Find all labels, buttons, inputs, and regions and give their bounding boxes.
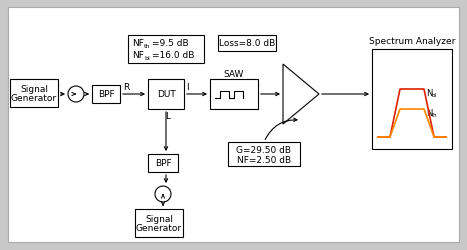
Text: bl: bl [144,55,150,60]
Text: R: R [123,83,129,92]
Bar [135,209,183,237]
Text: =16.0 dB: =16.0 dB [152,51,194,60]
Text: Generator: Generator [11,94,57,103]
Text: Signal: Signal [20,85,48,94]
Bar [92,86,120,103]
Text: BPF: BPF [155,159,171,168]
Text: th: th [144,43,150,48]
Bar [228,142,300,166]
Text: th: th [432,113,438,118]
Bar [210,80,258,110]
Circle shape [155,186,171,202]
Text: N: N [426,109,432,118]
Text: SAW: SAW [224,70,244,79]
Bar [128,36,204,64]
Bar [10,80,58,108]
Bar [218,36,276,52]
Bar [148,80,184,110]
Bar [372,50,452,150]
Text: I: I [186,83,189,92]
Text: Signal: Signal [145,215,173,224]
Text: NF: NF [132,39,144,48]
Text: G=29.50 dB: G=29.50 dB [236,146,291,155]
Text: BPF: BPF [98,90,114,99]
Text: =9.5 dB: =9.5 dB [152,39,189,48]
Text: L: L [165,112,170,121]
Circle shape [68,87,84,102]
Text: NF=2.50 dB: NF=2.50 dB [237,156,291,165]
Text: Loss=8.0 dB: Loss=8.0 dB [219,39,275,48]
Text: N: N [426,89,432,98]
Text: bl: bl [432,93,437,98]
Text: Generator: Generator [136,224,182,232]
Text: DUT: DUT [156,90,176,99]
Bar [148,154,178,172]
Polygon shape [283,65,319,124]
Text: Spectrum Analyzer: Spectrum Analyzer [369,37,455,46]
Text: NF: NF [132,51,144,60]
